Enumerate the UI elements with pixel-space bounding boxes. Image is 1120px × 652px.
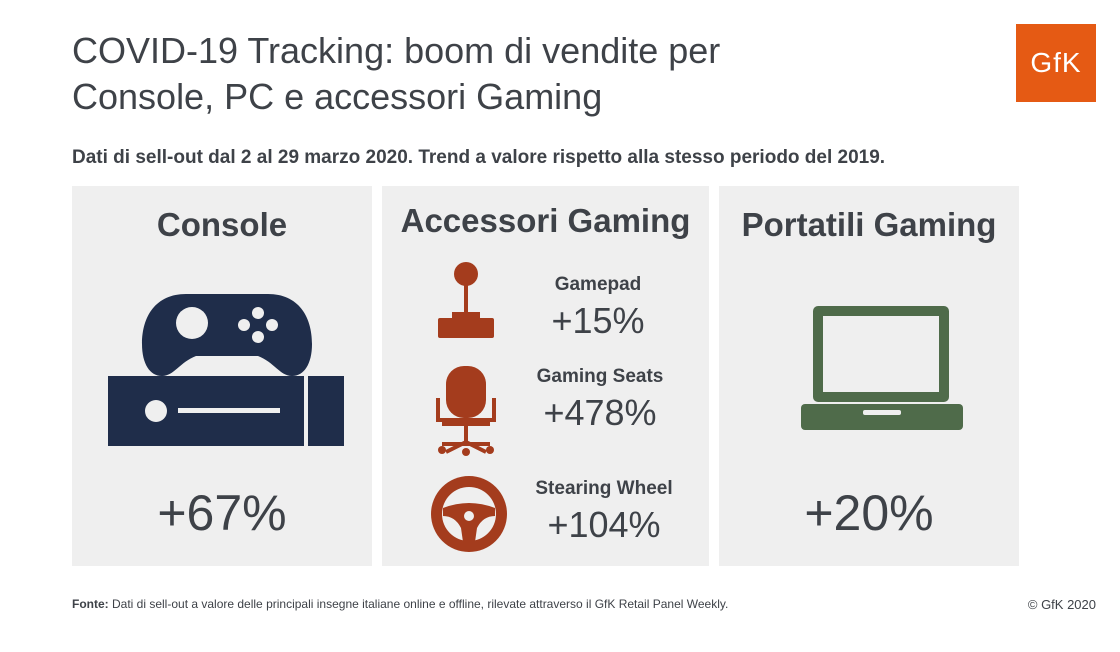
steering-wheel-icon: [431, 476, 507, 552]
console-value: +67%: [157, 485, 287, 541]
source-label: Fonte:: [72, 597, 109, 611]
accessori-panel: Accessori Gaming Gamepad +15% Gaming Sea…: [382, 186, 709, 566]
portatili-panel: Portatili Gaming +20%: [719, 186, 1019, 566]
steering-wheel-value: +104%: [547, 504, 661, 545]
joystick-icon: [438, 262, 494, 338]
source-text: Dati di sell-out a valore delle principa…: [108, 597, 729, 611]
subtitle: Dati di sell-out dal 2 al 29 marzo 2020.…: [72, 147, 886, 168]
title-line-2: Console, PC e accessori Gaming: [72, 76, 603, 117]
console-title: Console: [156, 206, 288, 243]
console-panel: Console +67%: [72, 186, 372, 566]
steering-wheel-label: Stearing Wheel: [535, 478, 673, 499]
title-line-1: COVID-19 Tracking: boom di vendite per: [72, 30, 721, 71]
gaming-seats-value: +478%: [543, 392, 657, 433]
page-title: COVID-19 Tracking: boom di vendite per C…: [72, 28, 972, 120]
gamepad-value: +15%: [551, 300, 645, 341]
portatili-value: +20%: [804, 485, 934, 541]
gamepad-label: Gamepad: [554, 274, 642, 295]
laptop-icon: [801, 306, 963, 430]
accessori-title: Accessori Gaming: [400, 202, 691, 239]
gfk-logo: GfK: [1016, 24, 1096, 102]
gaming-chair-icon: [436, 366, 496, 456]
portatili-title: Portatili Gaming: [741, 206, 997, 243]
copyright: © GfK 2020: [1027, 597, 1096, 612]
source-note: Fonte: Dati di sell-out a valore delle p…: [72, 597, 972, 611]
game-console-icon: [108, 294, 344, 446]
gaming-seats-label: Gaming Seats: [536, 366, 664, 387]
